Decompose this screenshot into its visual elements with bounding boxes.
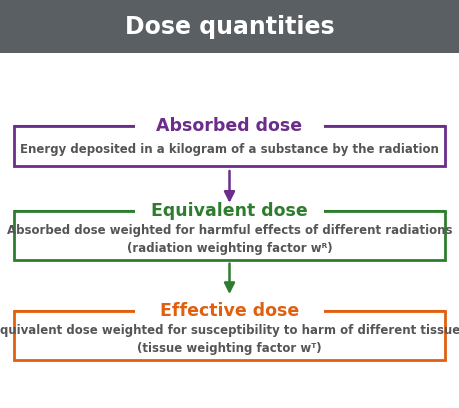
Text: Equivalent dose: Equivalent dose [151,202,308,220]
FancyBboxPatch shape [135,305,324,317]
FancyBboxPatch shape [135,120,324,132]
Text: Energy deposited in a kilogram of a substance by the radiation: Energy deposited in a kilogram of a subs… [20,143,439,156]
Text: Absorbed dose: Absorbed dose [157,117,302,135]
Text: Dose quantities: Dose quantities [125,15,334,38]
FancyBboxPatch shape [14,311,445,360]
Text: Effective dose: Effective dose [160,302,299,320]
Text: Equivalent dose weighted for susceptibility to harm of different tissues
(tissue: Equivalent dose weighted for susceptibil… [0,324,459,355]
FancyBboxPatch shape [14,126,445,166]
Text: Absorbed dose weighted for harmful effects of different radiations
(radiation we: Absorbed dose weighted for harmful effec… [7,224,452,255]
FancyBboxPatch shape [135,205,324,217]
FancyBboxPatch shape [14,211,445,260]
